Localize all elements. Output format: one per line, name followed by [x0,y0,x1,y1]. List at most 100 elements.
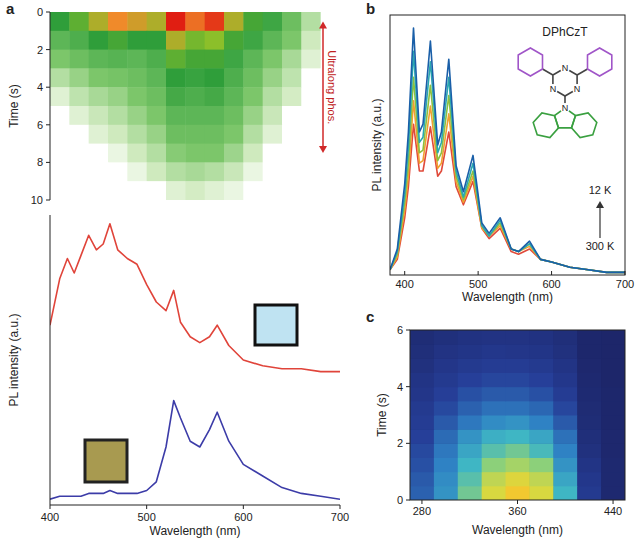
heat-cell [282,162,302,181]
x-axis-title: Wavelength (nm) [150,524,241,538]
heat-cell [263,68,283,87]
annotation: Ultralong phos. [326,50,338,124]
spectra-a [50,224,340,500]
heat-cell [127,12,147,31]
x-tick [551,271,552,275]
heat-cell [458,373,482,388]
heat-cell [127,144,147,163]
heat-cell [205,125,225,144]
ring [518,48,542,76]
panel-letter: c [366,308,374,325]
series-label: 300 K [586,240,615,252]
heat-cell [458,415,482,430]
heat-cell [482,358,506,373]
heat-cell [458,472,482,487]
heat-cell [321,181,340,200]
heat-cell [224,162,244,181]
heat-cell [243,68,263,87]
heat-cell [263,87,283,106]
heat-cell [69,162,89,181]
y-tick [46,12,50,13]
heat-cell [224,125,244,144]
x-tick [478,271,479,275]
heat-cell [166,68,186,87]
heat-cell [185,162,205,181]
heat-cell [458,458,482,473]
y-tick [46,49,50,50]
heat-cell [553,344,577,359]
heat-cell [601,415,625,430]
heat-cell [577,373,601,388]
heat-cell [434,415,458,430]
x-tick-label: 280 [413,505,431,517]
heat-cell [577,330,601,345]
heat-cell [434,443,458,458]
heat-cell [147,87,167,106]
heat-cell [185,50,205,69]
heat-cell [50,125,70,144]
heat-cell [147,31,167,50]
heat-cell [205,50,225,69]
heat-cell [577,344,601,359]
heat-cell [89,181,109,200]
y-tick-label: 0 [37,6,43,18]
heat-cell [243,31,263,50]
heat-cell [553,429,577,444]
heat-cell [321,162,340,181]
heat-cell [434,358,458,373]
heat-cell [410,344,434,359]
heat-cell [553,443,577,458]
photo-inset [85,440,127,482]
heat-cell [205,31,225,50]
heat-cell [601,344,625,359]
heat-cell [282,12,302,31]
heat-cell [434,373,458,388]
heat-cell [263,50,283,69]
heat-cell [434,429,458,444]
heat-cell [601,401,625,416]
heat-cell [69,144,89,163]
heat-cell [166,106,186,125]
x-tick-label: 440 [604,505,622,517]
heat-cell [50,106,70,125]
heat-cell [185,144,205,163]
x-axis-title: Wavelength (nm) [462,290,553,304]
heat-cell [243,144,263,163]
heat-cell [108,87,128,106]
heat-cell [553,472,577,487]
heat-cell [89,68,109,87]
heat-cell [458,401,482,416]
x-tick [517,500,518,504]
heat-cell [224,181,244,200]
heat-cell [127,87,147,106]
heat-cell [458,344,482,359]
heat-cell [301,106,321,125]
heat-cell [185,68,205,87]
y-tick-label: 2 [397,437,403,449]
heat-cell [301,87,321,106]
heat-cell [50,162,70,181]
heat-cell [553,373,577,388]
y-tick [406,330,410,331]
heat-cell [89,31,109,50]
heat-cell [482,486,506,500]
heat-cell [282,181,302,200]
heat-cell [282,87,302,106]
heat-cell [185,87,205,106]
y-tick-label: 0 [397,494,403,506]
heat-cell [601,429,625,444]
heat-cell [243,106,263,125]
heat-cell [506,458,530,473]
heat-cell [434,344,458,359]
heat-cell [205,106,225,125]
heat-cell [224,144,244,163]
heat-cell [410,373,434,388]
heat-cell [482,373,506,388]
heat-cell [506,486,530,500]
heat-cell [69,50,89,69]
heat-cell [147,12,167,31]
heat-cell [108,106,128,125]
heat-cell [224,106,244,125]
heat-cell [482,458,506,473]
heat-cell [224,50,244,69]
